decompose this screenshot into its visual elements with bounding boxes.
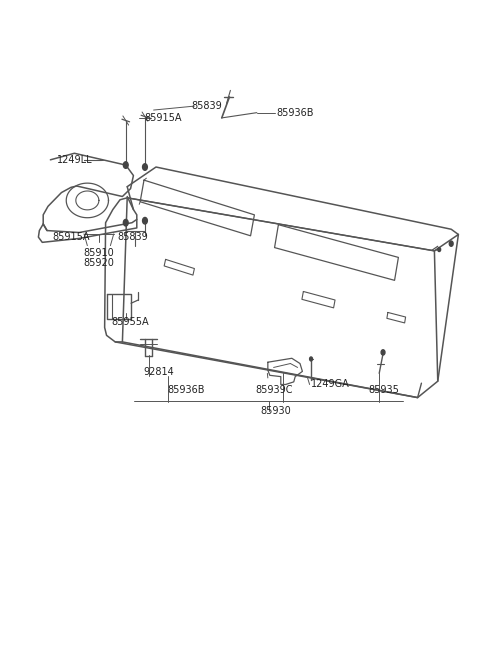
- Text: 85955A: 85955A: [112, 317, 149, 328]
- Circle shape: [123, 162, 128, 168]
- Circle shape: [438, 248, 441, 252]
- Text: 85935: 85935: [369, 385, 399, 396]
- Circle shape: [143, 164, 147, 170]
- Circle shape: [449, 241, 453, 246]
- Text: 85939C: 85939C: [256, 385, 293, 396]
- Text: 85930: 85930: [260, 405, 291, 416]
- Text: 1249GA: 1249GA: [311, 379, 349, 390]
- Circle shape: [143, 217, 147, 224]
- Text: 85910: 85910: [83, 248, 114, 258]
- Circle shape: [381, 350, 385, 355]
- Text: 85839: 85839: [191, 101, 222, 111]
- Text: 85915A: 85915A: [52, 232, 90, 242]
- Text: 1249LL: 1249LL: [57, 155, 92, 166]
- Text: 85936B: 85936B: [168, 385, 205, 396]
- Circle shape: [310, 357, 312, 361]
- Text: 92814: 92814: [143, 367, 174, 377]
- Text: 85915A: 85915A: [144, 113, 182, 123]
- Text: 85920: 85920: [83, 258, 114, 269]
- Circle shape: [123, 219, 128, 226]
- Text: 85936B: 85936B: [276, 107, 313, 118]
- Text: 85839: 85839: [117, 232, 148, 242]
